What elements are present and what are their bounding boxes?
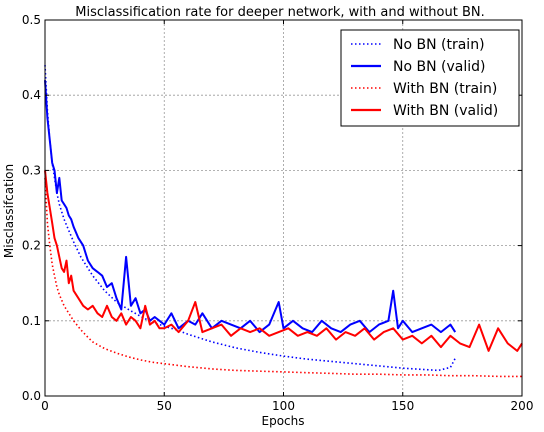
series-line-0 — [44, 65, 456, 372]
y-tick-label: 0.5 — [22, 13, 41, 27]
x-tick-label: 0 — [41, 399, 49, 413]
x-tick-label: 200 — [511, 399, 534, 413]
y-tick-label: 0.0 — [22, 389, 41, 403]
x-axis-label: Epochs — [262, 414, 305, 428]
x-tick-label: 50 — [157, 399, 172, 413]
legend-label-2: With BN (train) — [393, 81, 497, 97]
series-line-3 — [44, 170, 523, 352]
x-tick-label: 100 — [272, 399, 295, 413]
legend-label-1: No BN (valid) — [393, 59, 485, 75]
legend-label-3: With BN (valid) — [393, 103, 498, 119]
y-tick-label: 0.1 — [22, 314, 41, 328]
chart-title: Misclassification rate for deeper networ… — [75, 5, 484, 20]
y-tick-label: 0.3 — [22, 163, 41, 177]
series-layer — [44, 65, 523, 378]
x-tick-label: 150 — [391, 399, 414, 413]
tick-layer: 0 50 100 150 200 0.0 0.1 0.2 0.3 0.4 0.5 — [22, 13, 534, 413]
y-tick-label: 0.2 — [22, 239, 41, 253]
legend-label-0: No BN (train) — [393, 37, 485, 53]
y-tick-label: 0.4 — [22, 88, 41, 102]
series-line-1 — [44, 80, 457, 334]
y-axis-label: Misclassifcation — [2, 164, 16, 258]
legend: No BN (train) No BN (valid) With BN (train… — [340, 29, 520, 127]
